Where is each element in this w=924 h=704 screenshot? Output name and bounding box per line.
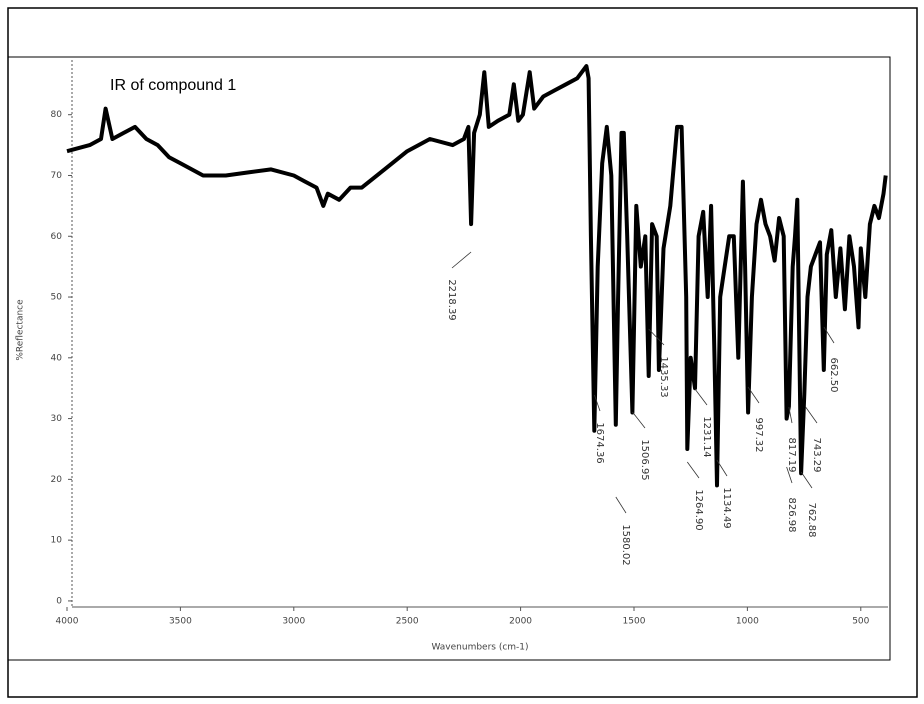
peak-label: 1134.49 [721,487,732,528]
leader-line [716,459,728,477]
peak-label: 826.98 [786,498,797,533]
leader-line [747,386,760,404]
peak-label: 2218.39 [446,279,457,320]
leader-line [686,461,700,479]
leader-line [786,466,793,484]
x-tick-label: 2500 [396,617,419,627]
y-axis-label: %Reflectance [16,299,26,361]
plot-frame [7,56,891,661]
leader-line [788,406,793,424]
x-tick-label: 3500 [169,617,192,627]
y-tick-label: 80 [51,110,63,120]
y-tick-label: 30 [51,414,63,424]
peak-label: 1435.33 [658,356,669,397]
leader-line [451,251,472,269]
leader-line [632,411,646,429]
peak-label: 997.32 [753,418,764,453]
peak-label: 817.19 [786,438,797,473]
x-axis-label: Wavenumbers (cm-1) [431,643,528,653]
spectrum-line [66,64,888,488]
peak-label: 1580.02 [620,524,631,565]
leader-line [594,394,601,412]
peak-label: 1506.95 [639,439,650,480]
x-tick-label: 4000 [56,617,79,627]
x-tick-label: 500 [852,617,869,627]
peak-label: 743.29 [811,438,822,473]
y-tick-label: 0 [56,596,62,606]
chart-title: IR of compound 1 [110,77,236,94]
x-tick-label: 3000 [282,617,305,627]
outer-frame [7,7,918,698]
x-tick-label: 1000 [736,617,759,627]
peak-label: 1264.90 [693,489,704,530]
leader-line [823,326,835,344]
x-tick-label: 1500 [623,617,646,627]
y-tick-label: 50 [51,293,63,303]
leader-line [805,406,818,424]
leader-line [694,388,708,406]
leader-line [648,328,665,346]
x-tick-label: 2000 [509,617,532,627]
y-tick-label: 60 [51,232,63,242]
y-tick-label: 40 [51,353,63,363]
y-tick-label: 10 [51,536,63,546]
peak-label: 662.50 [828,358,839,393]
peak-label: 762.88 [806,503,817,538]
leader-line [800,471,813,489]
leader-line [615,496,627,514]
peak-label: 1674.36 [594,422,605,463]
y-tick-label: 70 [51,171,63,181]
y-tick-label: 20 [51,475,63,485]
peak-label: 1231.14 [701,416,712,457]
